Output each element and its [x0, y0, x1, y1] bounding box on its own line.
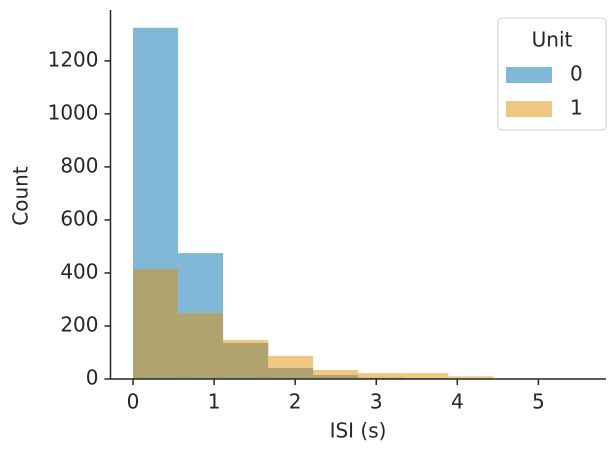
- y-tick-label: 0: [86, 366, 99, 390]
- histogram-bar: [358, 373, 404, 379]
- histogram-bar: [133, 268, 179, 379]
- legend-label: 1: [570, 96, 583, 120]
- legend-swatch: [506, 101, 552, 117]
- histogram-bar: [268, 355, 314, 379]
- y-tick-label: 400: [60, 259, 98, 283]
- x-tick-label: 5: [532, 390, 545, 414]
- histogram-bar: [403, 373, 449, 379]
- y-tick-label: 600: [60, 206, 98, 230]
- x-tick-label: 1: [208, 390, 221, 414]
- histogram-bar: [178, 312, 224, 379]
- y-tick-label: 800: [60, 153, 98, 177]
- histogram-bar: [313, 369, 359, 379]
- x-tick-label: 4: [451, 390, 464, 414]
- x-tick-label: 0: [127, 390, 140, 414]
- y-tick-label: 200: [60, 312, 98, 336]
- x-tick-label: 3: [370, 390, 383, 414]
- y-tick-label: 1000: [48, 100, 99, 124]
- legend-label: 0: [570, 62, 583, 86]
- legend-swatch: [506, 67, 552, 83]
- histogram-bar: [223, 340, 269, 379]
- x-tick-label: 2: [289, 390, 302, 414]
- x-axis-label: ISI (s): [330, 419, 387, 443]
- y-axis-label: Count: [9, 166, 33, 226]
- y-tick-label: 1200: [48, 47, 99, 71]
- legend-title: Unit: [532, 28, 573, 52]
- histogram-bar: [448, 376, 494, 379]
